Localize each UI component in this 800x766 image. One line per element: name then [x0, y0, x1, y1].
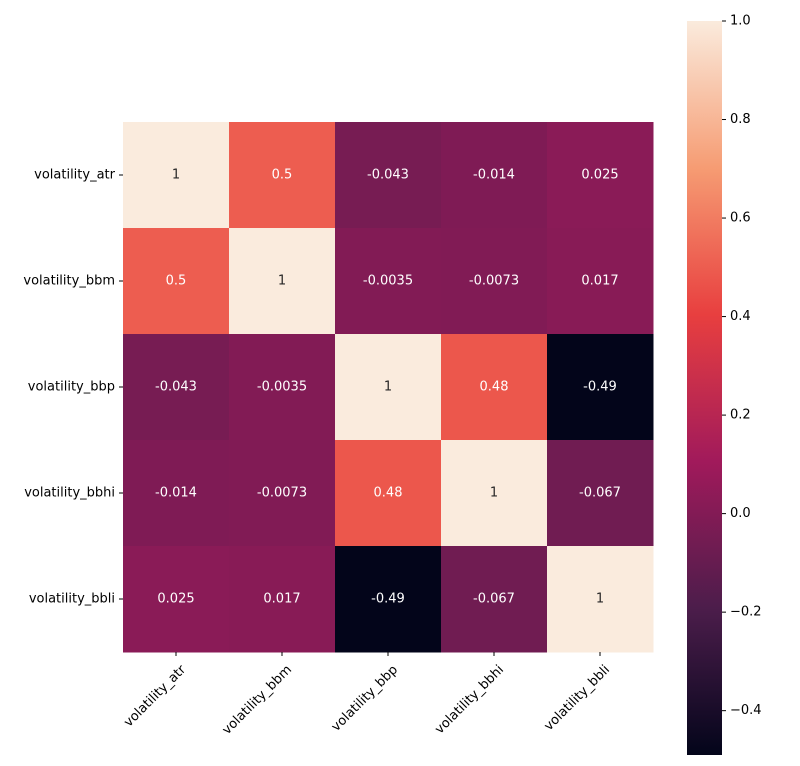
heatmap-cell — [441, 440, 548, 547]
cell-annotation: -0.49 — [371, 592, 405, 607]
heatmap-cell — [335, 440, 442, 547]
cell-annotation: -0.0035 — [363, 274, 413, 289]
cell-annotation: -0.067 — [579, 486, 621, 501]
colorbar-tick-label: 1.0 — [730, 14, 751, 29]
colorbar-tick-label: 0.6 — [730, 211, 751, 226]
cell-annotation: 0.025 — [157, 592, 194, 607]
heatmap-cell — [441, 122, 548, 229]
x-tick-label: volatility_atr — [121, 662, 189, 730]
x-tick-label: volatility_bbhi — [432, 662, 507, 737]
heatmap-cell — [547, 546, 654, 653]
cell-annotation: -0.0035 — [257, 380, 307, 395]
heatmap-cell — [229, 334, 336, 441]
y-tick-label: volatility_bbp — [28, 380, 115, 395]
heatmap-cell — [335, 334, 442, 441]
y-axis: volatility_atr volatility_bbm volatility_b… — [23, 168, 123, 607]
cell-annotation: 1 — [384, 380, 392, 395]
heatmap-cell — [229, 546, 336, 653]
cell-annotation: -0.0073 — [257, 486, 307, 501]
heatmap-cell — [441, 546, 548, 653]
colorbar-tick-label: 0.4 — [730, 309, 751, 324]
cell-annotation: -0.043 — [155, 380, 197, 395]
cell-annotation: 0.025 — [581, 168, 618, 183]
cell-annotation: 0.48 — [480, 380, 509, 395]
cell-annotation: -0.0073 — [469, 274, 519, 289]
cell-annotation: 0.5 — [166, 274, 187, 289]
x-axis: volatility_atr volatility_bbm volatility_b… — [121, 652, 613, 738]
colorbar-tick-label: 0.8 — [730, 112, 751, 127]
cell-annotation: 1 — [596, 592, 604, 607]
heatmap-cell — [335, 228, 442, 335]
colorbar: −0.4 −0.2 0.0 0.2 0.4 0.6 0.8 1.0 — [687, 14, 762, 755]
colorbar-tick-label: −0.4 — [730, 703, 762, 718]
heatmap-cell — [547, 334, 654, 441]
cell-annotation: -0.49 — [583, 380, 617, 395]
cell-annotation: 0.5 — [272, 168, 293, 183]
colorbar-tick-label: −0.2 — [730, 605, 762, 620]
heatmap-cell — [123, 440, 230, 547]
cell-annotation: -0.043 — [367, 168, 409, 183]
heatmap-cell — [547, 228, 654, 335]
cell-annotation: 1 — [172, 168, 180, 183]
heatmap-cell — [229, 440, 336, 547]
colorbar-tick-label: 0.2 — [730, 408, 751, 423]
heatmap-cell — [335, 546, 442, 653]
cell-annotation: 1 — [278, 274, 286, 289]
heatmap-cell — [229, 228, 336, 335]
x-tick-label: volatility_bbp — [329, 662, 401, 734]
heatmap-cell — [441, 334, 548, 441]
y-tick-label: volatility_bbhi — [24, 486, 115, 501]
cell-annotation: -0.014 — [473, 168, 515, 183]
cell-annotation: 1 — [490, 486, 498, 501]
cell-annotations: 1 0.5 -0.043 -0.014 0.025 0.5 1 -0.0035 -0.0073 0… — [155, 168, 621, 607]
heatmap-cell — [441, 228, 548, 335]
y-tick-label: volatility_atr — [34, 168, 116, 183]
cell-annotation: 0.017 — [581, 274, 618, 289]
heatmap-cell — [547, 122, 654, 229]
heatmap-cell — [547, 440, 654, 547]
cell-annotation: -0.014 — [155, 486, 197, 501]
heatmap-cell — [123, 228, 230, 335]
heatmap-cells — [123, 122, 654, 653]
cell-annotation: -0.067 — [473, 592, 515, 607]
heatmap-cell — [123, 546, 230, 653]
colorbar-gradient — [687, 21, 722, 755]
heatmap-cell — [123, 122, 230, 229]
heatmap-cell — [229, 122, 336, 229]
heatmap-cell — [335, 122, 442, 229]
y-tick-label: volatility_bbm — [23, 274, 115, 289]
cell-annotation: 0.48 — [374, 486, 403, 501]
x-tick-label: volatility_bbm — [220, 662, 295, 737]
x-tick-label: volatility_bbli — [541, 662, 613, 734]
cell-annotation: 0.017 — [263, 592, 300, 607]
colorbar-tick-label: 0.0 — [730, 506, 751, 521]
y-tick-label: volatility_bbli — [29, 592, 115, 607]
heatmap-cell — [123, 334, 230, 441]
